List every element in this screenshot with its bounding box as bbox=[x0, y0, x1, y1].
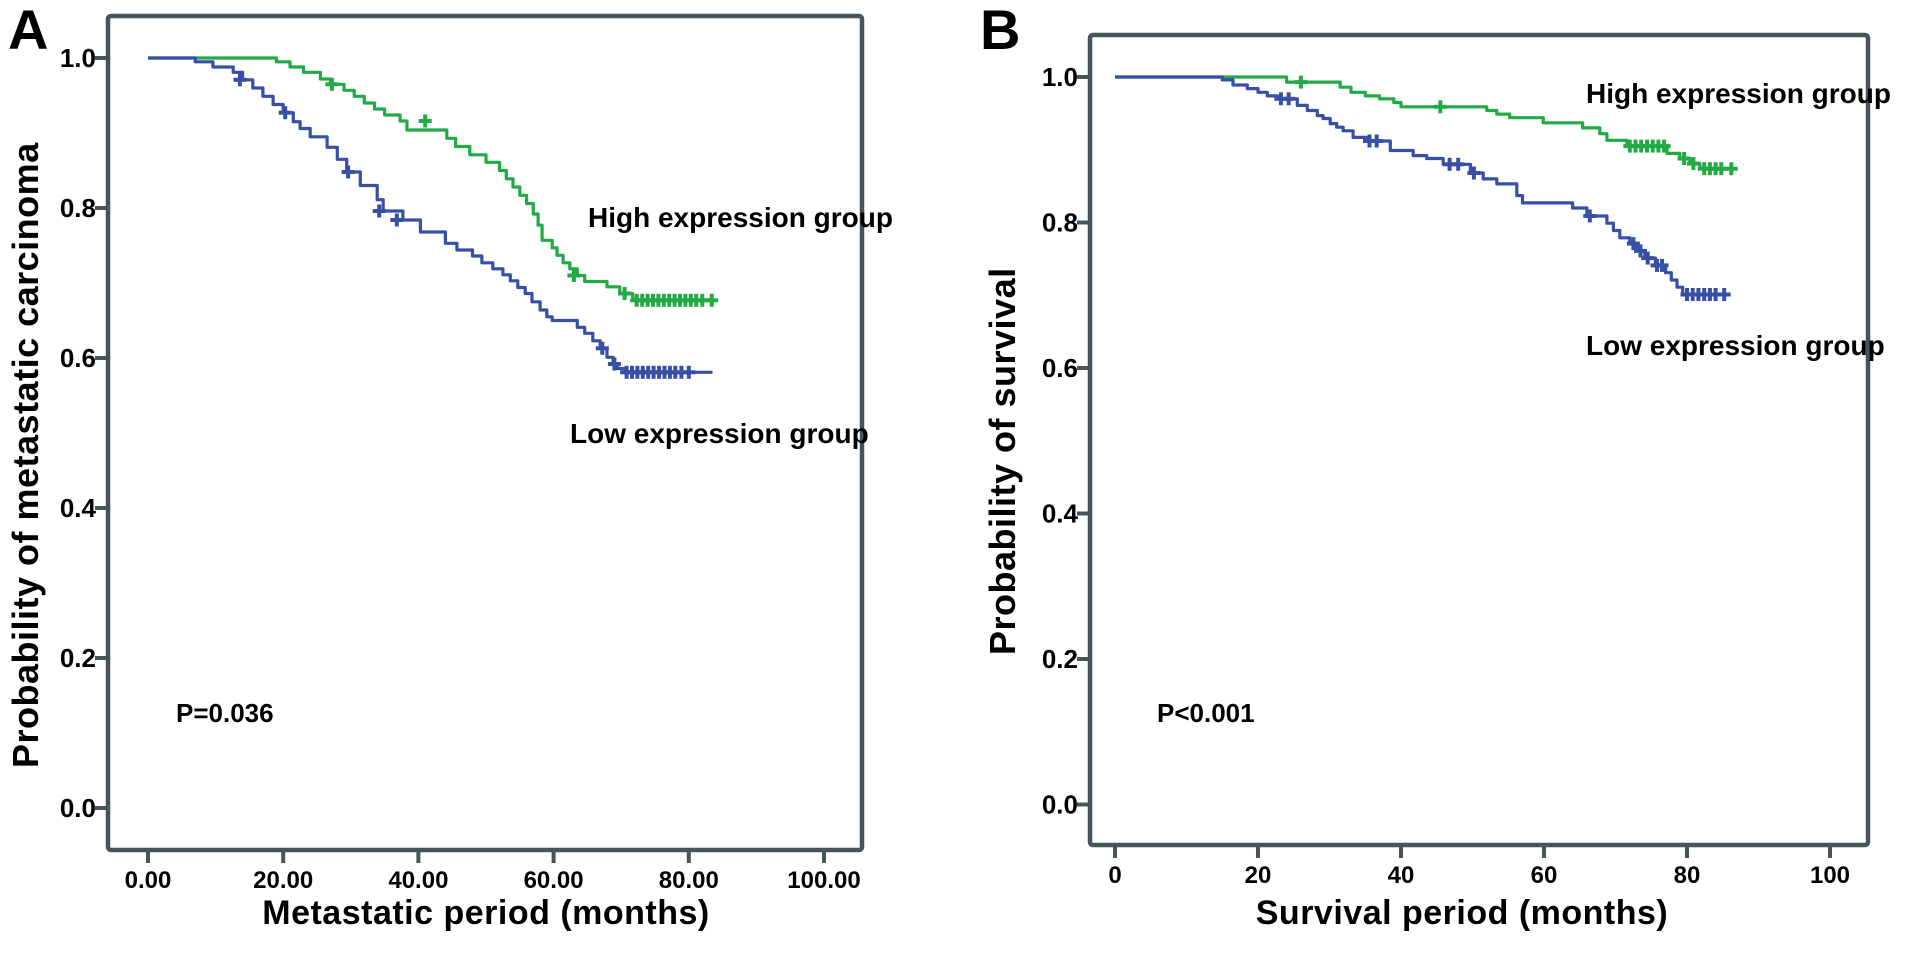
y-tick-label: 0.2 bbox=[60, 643, 96, 673]
legend-low-expression-b: Low expression group bbox=[1586, 330, 1885, 361]
panel-letter-b: B bbox=[980, 0, 1021, 61]
x-tick-label: 60.00 bbox=[524, 867, 584, 894]
km-curve-high bbox=[1115, 75, 1734, 171]
panel-letter-a: A bbox=[8, 0, 49, 61]
y-tick-label: 0.4 bbox=[60, 493, 97, 523]
plot-frame bbox=[1087, 32, 1871, 848]
x-tick-label: 40 bbox=[1388, 862, 1415, 889]
x-tick-label: 40.00 bbox=[388, 867, 448, 894]
legend-low-expression-a: Low expression group bbox=[570, 418, 869, 449]
legend-high-expression-b: High expression group bbox=[1586, 78, 1891, 109]
km-curve-low bbox=[148, 56, 713, 374]
y-axis-title-b: Probability of survival bbox=[982, 267, 1023, 655]
x-tick-label: 0.00 bbox=[125, 867, 172, 894]
y-tick-label: 0.4 bbox=[1042, 499, 1079, 529]
km-curve-low bbox=[1115, 75, 1730, 297]
p-value-a: P=0.036 bbox=[176, 698, 274, 728]
y-tick-label: 0.6 bbox=[1042, 353, 1078, 383]
y-axis-title-a: Probability of metastatic carcinoma bbox=[5, 142, 46, 768]
y-tick-label: 0.8 bbox=[1042, 208, 1078, 238]
km-curve-high bbox=[148, 56, 715, 302]
legend-high-expression-a: High expression group bbox=[588, 202, 893, 233]
plot-frame bbox=[105, 13, 865, 853]
x-tick-label: 80 bbox=[1674, 862, 1701, 889]
x-axis-title-a: Metastatic period (months) bbox=[262, 894, 710, 932]
y-tick-label: 0.0 bbox=[1042, 790, 1078, 820]
x-tick-label: 60 bbox=[1531, 862, 1558, 889]
y-tick-label: 1.0 bbox=[1042, 62, 1078, 92]
y-tick-label: 0.8 bbox=[60, 193, 96, 223]
x-tick-label: 100.00 bbox=[787, 867, 860, 894]
x-tick-label: 20 bbox=[1245, 862, 1272, 889]
y-tick-label: 1.0 bbox=[60, 43, 96, 73]
x-tick-label: 100 bbox=[1810, 862, 1850, 889]
y-tick-label: 0.2 bbox=[1042, 644, 1078, 674]
y-tick-label: 0.0 bbox=[60, 793, 96, 823]
x-tick-label: 20.00 bbox=[253, 867, 313, 894]
x-tick-label: 0 bbox=[1108, 862, 1121, 889]
x-axis-title-b: Survival period (months) bbox=[1255, 894, 1669, 932]
x-tick-label: 80.00 bbox=[659, 867, 719, 894]
y-tick-label: 0.6 bbox=[60, 343, 96, 373]
p-value-b: P<0.001 bbox=[1157, 698, 1255, 728]
